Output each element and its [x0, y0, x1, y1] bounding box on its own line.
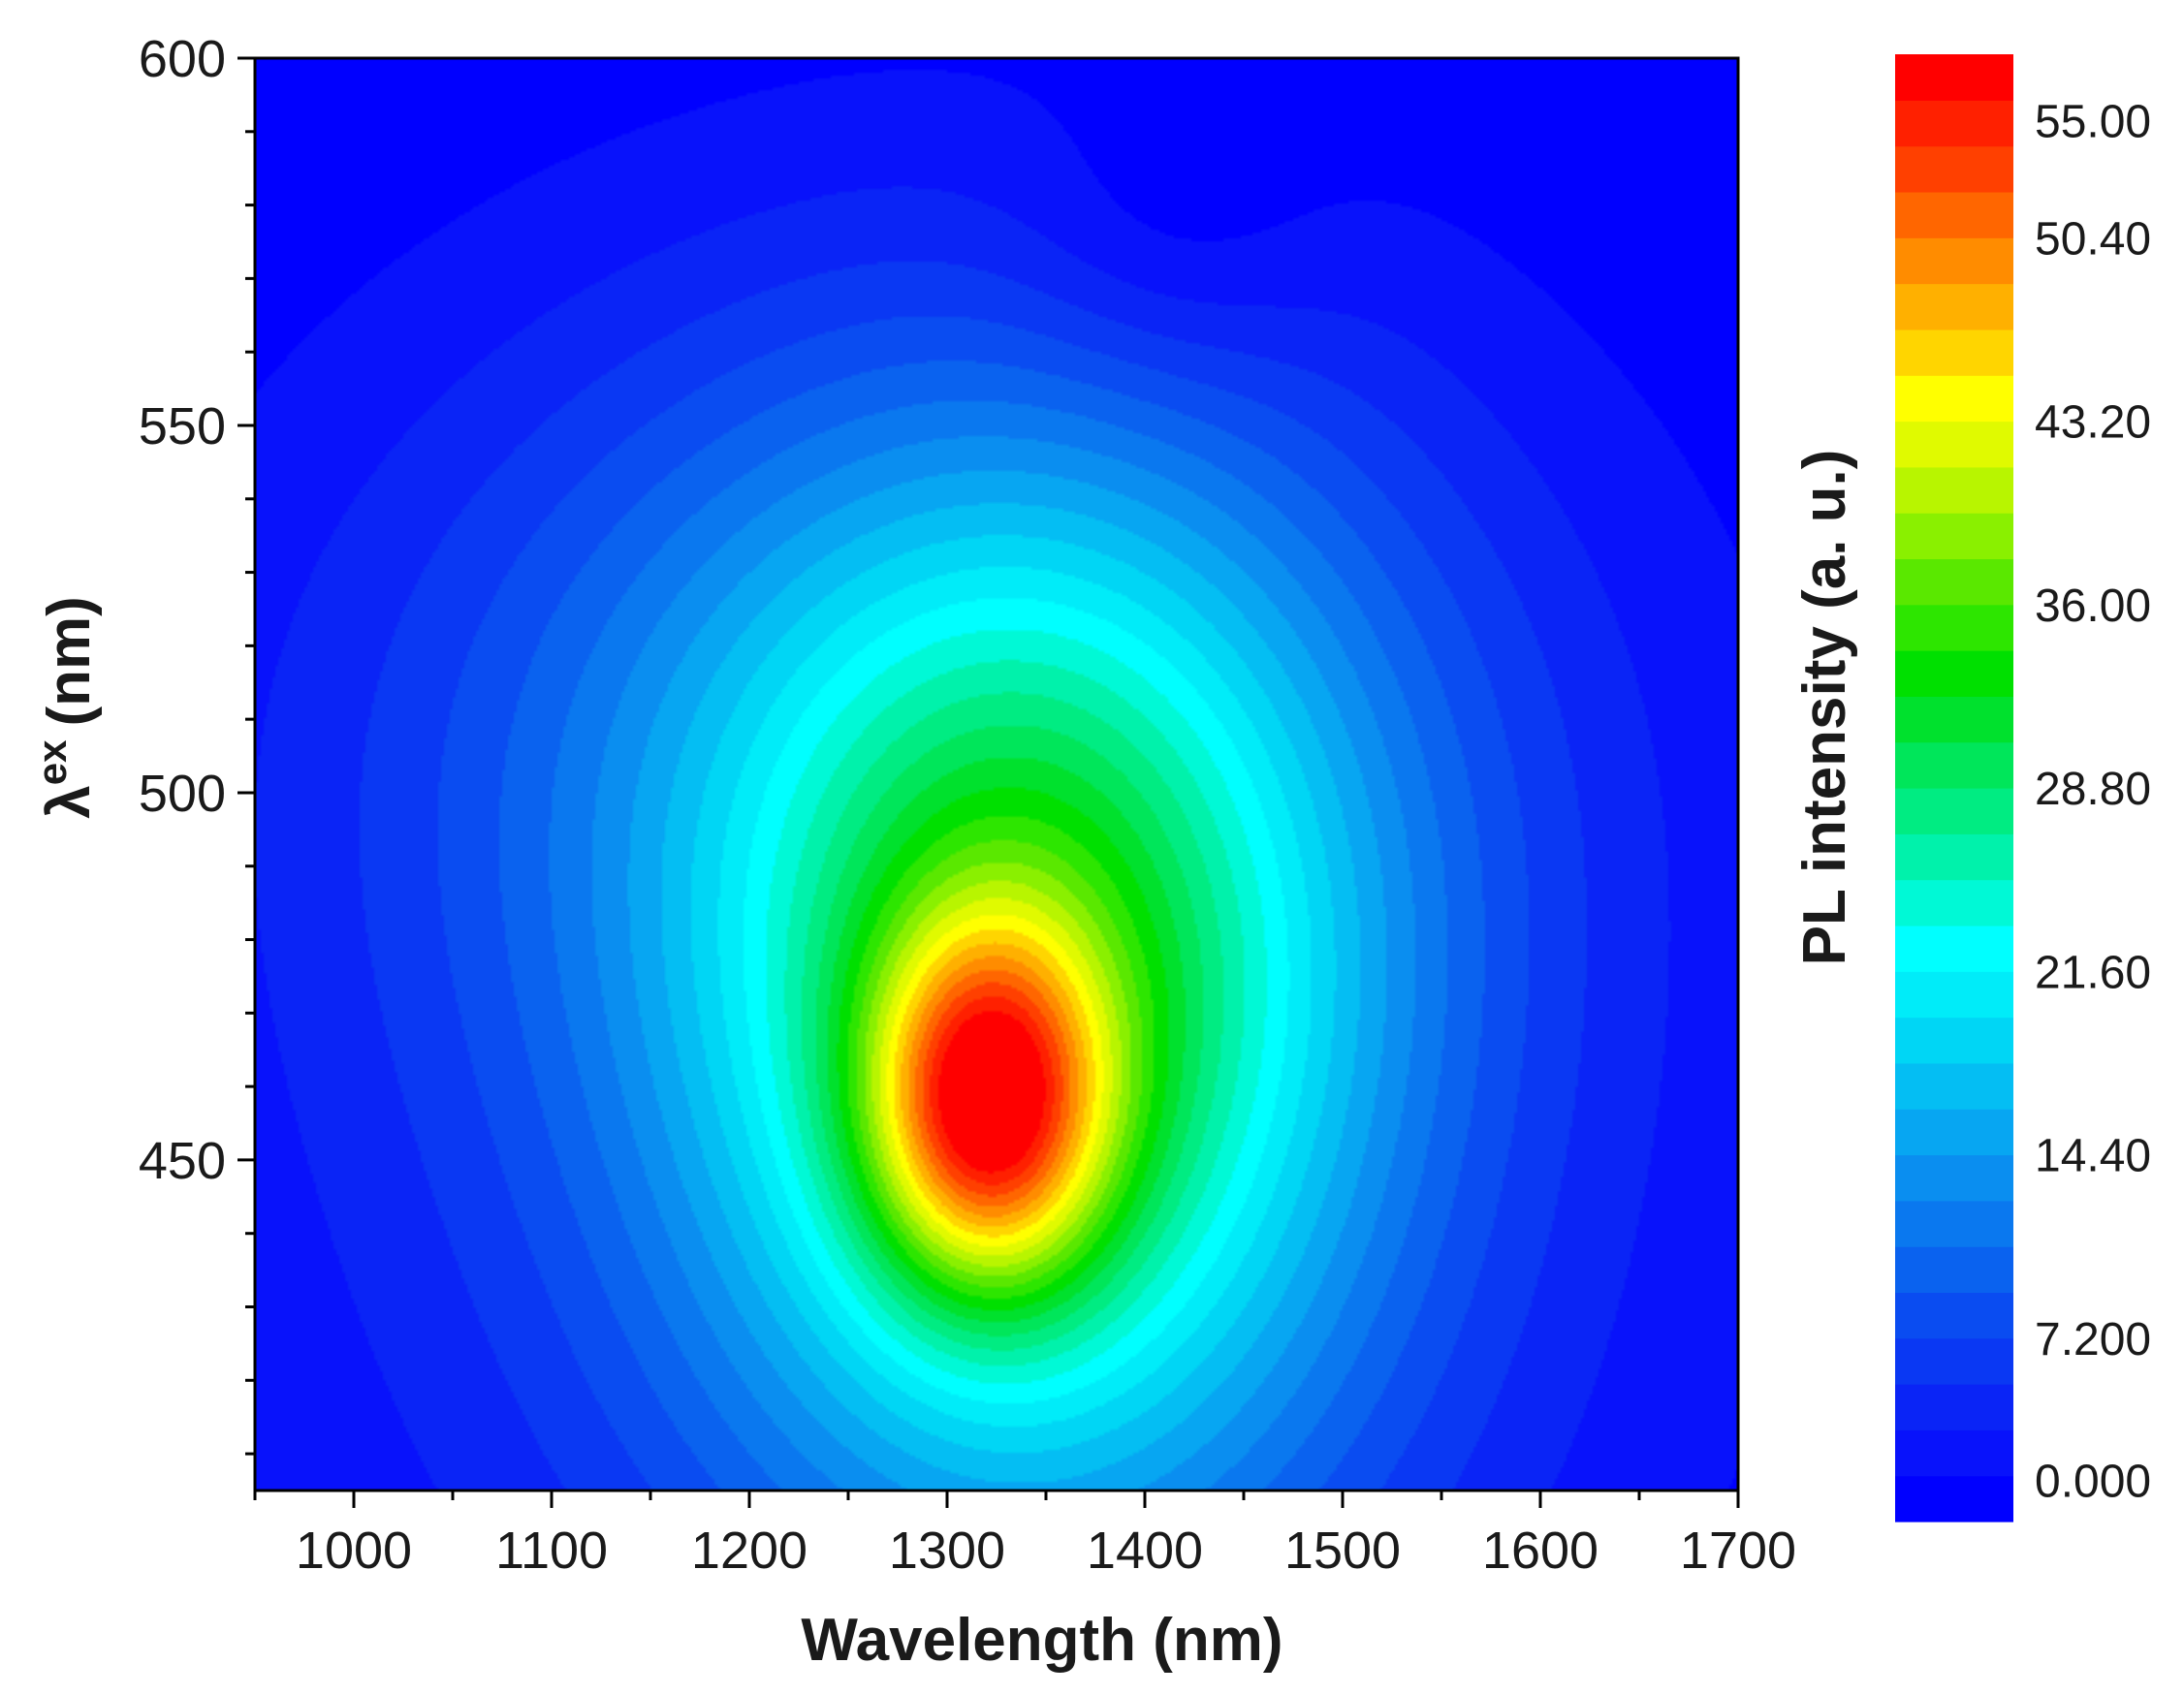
- colorbar-segment: [1895, 421, 2013, 468]
- x-tick-label: 1200: [691, 1522, 807, 1580]
- colorbar-segment: [1895, 1109, 2013, 1156]
- plot-area: [253, 56, 1740, 1492]
- plot-frame: [253, 56, 1740, 1492]
- x-axis-title: Wavelength (nm): [801, 1607, 1282, 1674]
- y-axis-title-symbol: λ: [36, 785, 103, 818]
- colorbar-segment: [1895, 283, 2013, 330]
- colorbar-segment: [1895, 925, 2013, 972]
- colorbar-title: PL intensity (a. u.): [1791, 450, 1858, 966]
- colorbar-segment: [1895, 1200, 2013, 1247]
- colorbar-tick-label: 21.60: [2035, 947, 2151, 998]
- colorbar-segment: [1895, 788, 2013, 834]
- colorbar-tick-label: 36.00: [2035, 581, 2151, 632]
- y-tick-label: 600: [139, 30, 226, 88]
- x-tick-label: 1600: [1482, 1522, 1598, 1580]
- y-axis-title-superscript: ex: [29, 739, 75, 785]
- colorbar-segment: [1895, 1337, 2013, 1385]
- colorbar: 0.000 7.200 14.40 21.60 28.80 36.00 43.20 50.40…: [1895, 54, 2151, 1522]
- x-tick-label: 1500: [1284, 1522, 1401, 1580]
- colorbar-segment: [1895, 145, 2013, 193]
- contour-map: [255, 58, 1738, 1491]
- colorbar-segment: [1895, 466, 2013, 514]
- y-axis-title: λex (nm): [29, 596, 103, 819]
- colorbar-tick-label: 43.20: [2035, 397, 2151, 449]
- colorbar-segment: [1895, 329, 2013, 376]
- colorbar-tick-label: 55.00: [2035, 96, 2151, 147]
- colorbar-segment: [1895, 1154, 2013, 1202]
- colorbar-segment: [1895, 833, 2013, 881]
- colorbar-segment: [1895, 54, 2013, 101]
- x-tick-label: 1400: [1087, 1522, 1203, 1580]
- colorbar-segment: [1895, 879, 2013, 926]
- x-tick-label: 1000: [296, 1522, 412, 1580]
- y-axis: 450 500 550 600: [139, 30, 255, 1456]
- x-tick-label: 1300: [889, 1522, 1005, 1580]
- colorbar-segment: [1895, 1429, 2013, 1477]
- colorbar-segment: [1895, 558, 2013, 606]
- colorbar-segment: [1895, 604, 2013, 651]
- y-tick-label: 500: [139, 765, 226, 823]
- colorbar-tick-label: 50.40: [2035, 213, 2151, 265]
- colorbar-segment: [1895, 1017, 2013, 1064]
- y-tick-label: 550: [139, 397, 226, 455]
- colorbar-segment: [1895, 100, 2013, 147]
- colorbar-tick-label: 28.80: [2035, 764, 2151, 815]
- colorbar-tick-label: 7.200: [2035, 1314, 2151, 1365]
- y-tick-label: 450: [139, 1132, 226, 1190]
- colorbar-segment: [1895, 513, 2013, 560]
- colorbar-segment: [1895, 191, 2013, 238]
- colorbar-segment: [1895, 237, 2013, 285]
- y-axis-title-unit: (nm): [36, 596, 103, 726]
- colorbar-segment: [1895, 971, 2013, 1019]
- x-tick-label: 1100: [495, 1522, 608, 1580]
- x-axis: 1000 1100 1200 1300 1400 1500 1600 1700: [253, 1491, 1796, 1580]
- colorbar-segment: [1895, 1062, 2013, 1110]
- colorbar-tick-label: 0.000: [2035, 1456, 2151, 1507]
- colorbar-segment: [1895, 1475, 2013, 1522]
- x-tick-label: 1700: [1680, 1522, 1796, 1580]
- colorbar-segment: [1895, 1246, 2013, 1294]
- colorbar-segment: [1895, 375, 2013, 423]
- colorbar-segment: [1895, 650, 2013, 697]
- colorbar-segment: [1895, 696, 2013, 743]
- colorbar-tick-label: 14.40: [2035, 1131, 2151, 1182]
- colorbar-segment: [1895, 1384, 2013, 1430]
- colorbar-segment: [1895, 741, 2013, 789]
- colorbar-segment: [1895, 1292, 2013, 1339]
